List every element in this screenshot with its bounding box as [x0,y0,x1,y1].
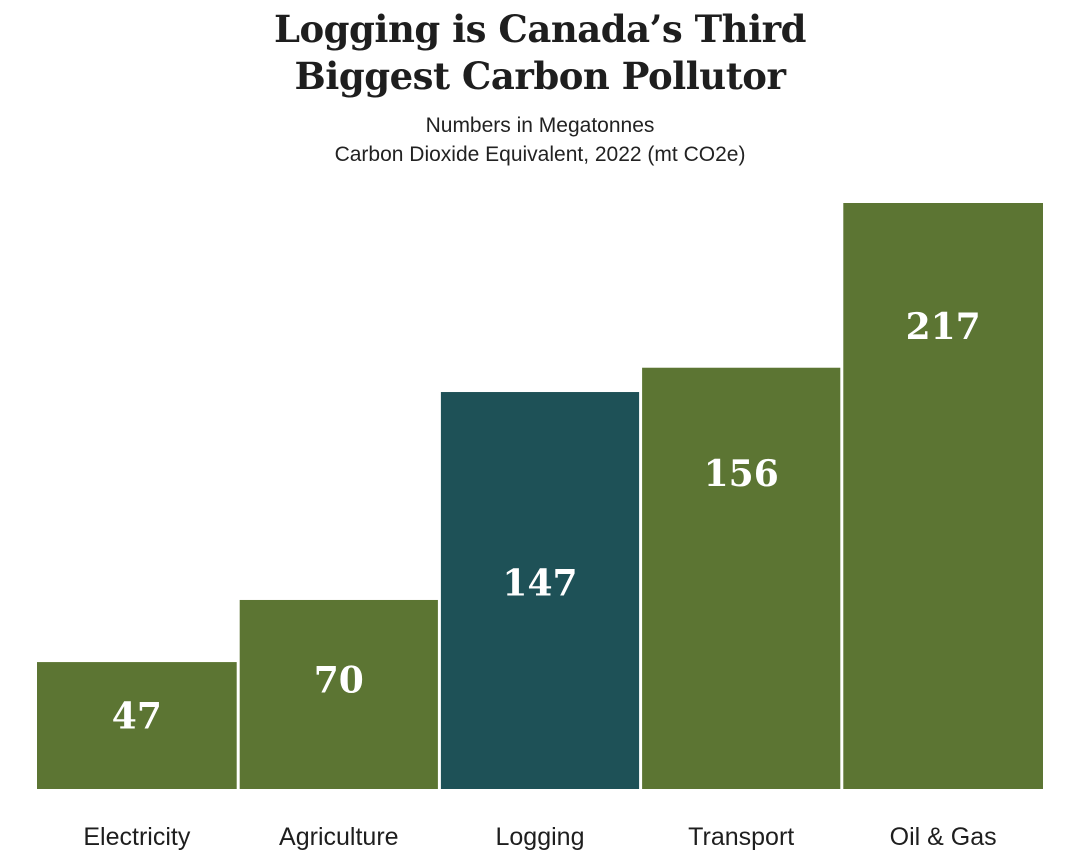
value-label-electricity: 47 [112,695,162,737]
value-label-oil-gas: 217 [906,306,981,348]
category-label-agriculture: Agriculture [279,823,399,851]
chart-title: Logging is Canada’s Third Biggest Carbon… [0,6,1080,100]
value-labels-group: 47 70 147 156 217 [112,306,981,737]
chart-subtitle-line-1: Numbers in Megatonnes [425,114,655,137]
category-label-electricity: Electricity [83,823,190,851]
bar-electricity [37,662,237,789]
chart-title-line-1: Logging is Canada’s Third [273,7,807,51]
bar-oil-gas [843,203,1043,789]
category-label-logging: Logging [496,823,585,851]
category-labels-group: Electricity Agriculture Logging Transport Oi… [83,823,996,851]
chart-subtitle-line-2: Carbon Dioxide Equivalent, 2022 (mt CO2e… [334,143,746,166]
bar-agriculture [239,599,438,789]
category-label-transport: Transport [688,823,794,851]
value-label-agriculture: 70 [314,659,364,701]
chart-title-line-2: Biggest Carbon Pollutor [294,54,786,98]
value-label-transport: 156 [704,453,779,495]
bar-transport [642,367,841,789]
category-label-oil-gas: Oil & Gas [890,823,997,851]
bar-logging [440,392,640,789]
chart-subtitle: Numbers in Megatonnes Carbon Dioxide Equ… [0,111,1080,169]
bars-group [37,203,1043,789]
value-label-logging: 147 [502,563,577,605]
